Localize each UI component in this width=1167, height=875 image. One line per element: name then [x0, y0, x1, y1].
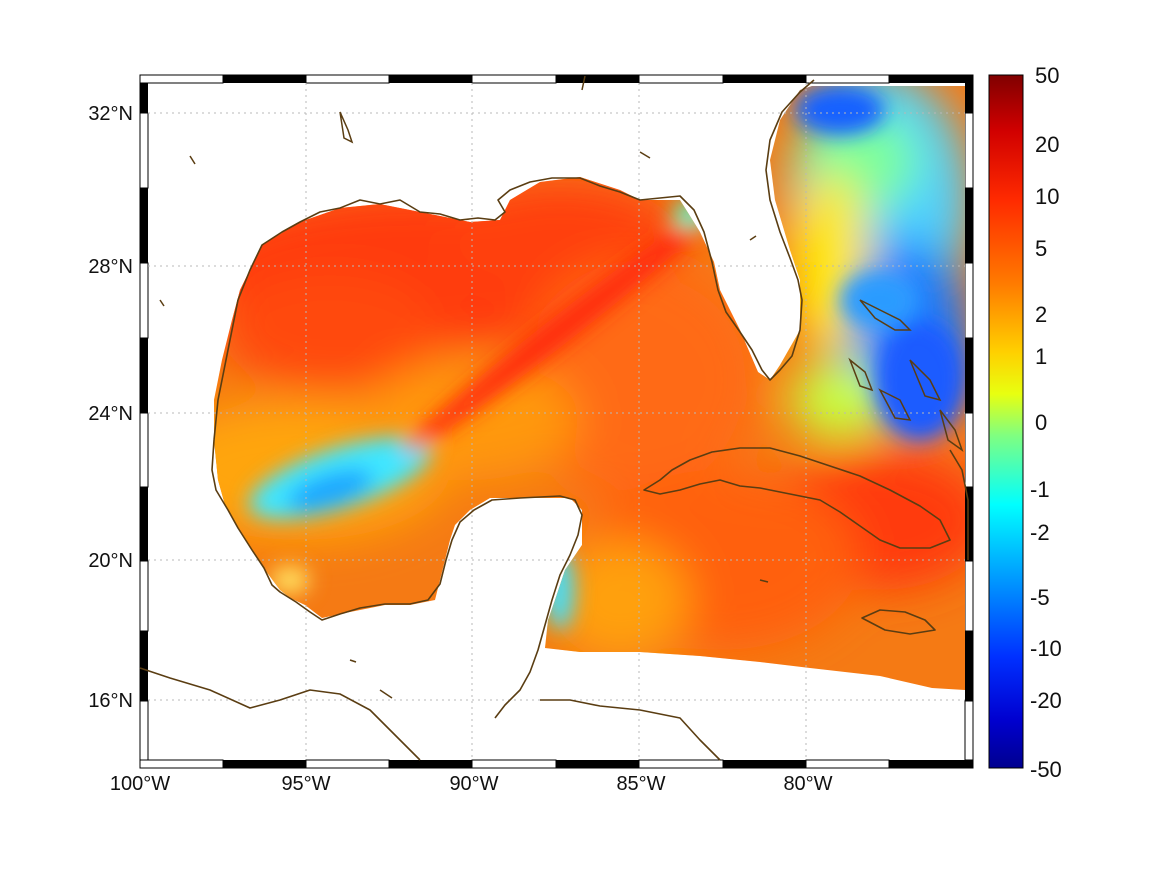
cb-label-50: 50 — [1035, 63, 1059, 88]
bahamas-island-2 — [848, 357, 874, 392]
cuba-coast — [643, 447, 951, 549]
cb-label-neg10: -10 — [1030, 636, 1062, 661]
colorbar: 50 20 10 5 2 1 0 -1 -2 -5 -10 -20 -50 — [988, 63, 1062, 782]
cb-label-neg5: -5 — [1030, 585, 1050, 610]
lat-label-28: 28°N — [88, 256, 133, 278]
colorbar-gradient — [988, 74, 1024, 769]
cb-label-10: 10 — [1035, 184, 1059, 209]
island-small-9 — [581, 75, 586, 91]
cb-label-0: 0 — [1035, 410, 1047, 435]
island-small-4 — [379, 689, 393, 699]
island-small-3 — [639, 151, 651, 159]
island-small-8 — [349, 659, 357, 663]
cb-label-2: 2 — [1035, 302, 1047, 327]
bahamas-island-1 — [859, 299, 912, 331]
cb-label-neg1: -1 — [1030, 477, 1050, 502]
island-small-5 — [759, 579, 769, 583]
lon-label-90: 90°W — [449, 773, 498, 795]
lat-label-20: 20°N — [88, 550, 133, 572]
coastline-gulf-west — [213, 79, 815, 441]
bahamas-island-4 — [909, 359, 942, 402]
cb-label-5: 5 — [1035, 236, 1047, 261]
lon-label-80: 80°W — [783, 773, 832, 795]
cb-label-neg20: -20 — [1030, 688, 1062, 713]
island-small-7 — [159, 299, 165, 307]
island-small-2 — [189, 155, 196, 165]
coastline-central-america — [139, 667, 421, 761]
hispaniola-coast — [949, 449, 969, 560]
lon-labels: 100°W 95°W 90°W 85°W 80°W — [110, 773, 833, 795]
lon-label-100: 100°W — [110, 773, 170, 795]
cb-label-1: 1 — [1035, 344, 1047, 369]
lat-label-16: 16°N — [88, 690, 133, 712]
coastline-honduras — [540, 699, 721, 761]
bahamas-island-5 — [939, 409, 964, 452]
bahamas-island-3 — [878, 388, 912, 421]
island-small-1 — [339, 111, 354, 144]
lat-label-24: 24°N — [88, 403, 133, 425]
lat-labels: 32°N 28°N 24°N 20°N 16°N — [88, 103, 133, 712]
coastline-mexico — [211, 439, 583, 719]
cb-label-20: 20 — [1035, 132, 1059, 157]
coastlines — [139, 75, 969, 761]
cb-label-neg2: -2 — [1030, 520, 1050, 545]
island-small-6 — [749, 235, 757, 241]
lon-label-95: 95°W — [281, 773, 330, 795]
jamaica-coast — [861, 609, 936, 635]
lon-label-85: 85°W — [616, 773, 665, 795]
lat-label-32: 32°N — [88, 103, 133, 125]
cb-label-neg50: -50 — [1030, 757, 1062, 782]
